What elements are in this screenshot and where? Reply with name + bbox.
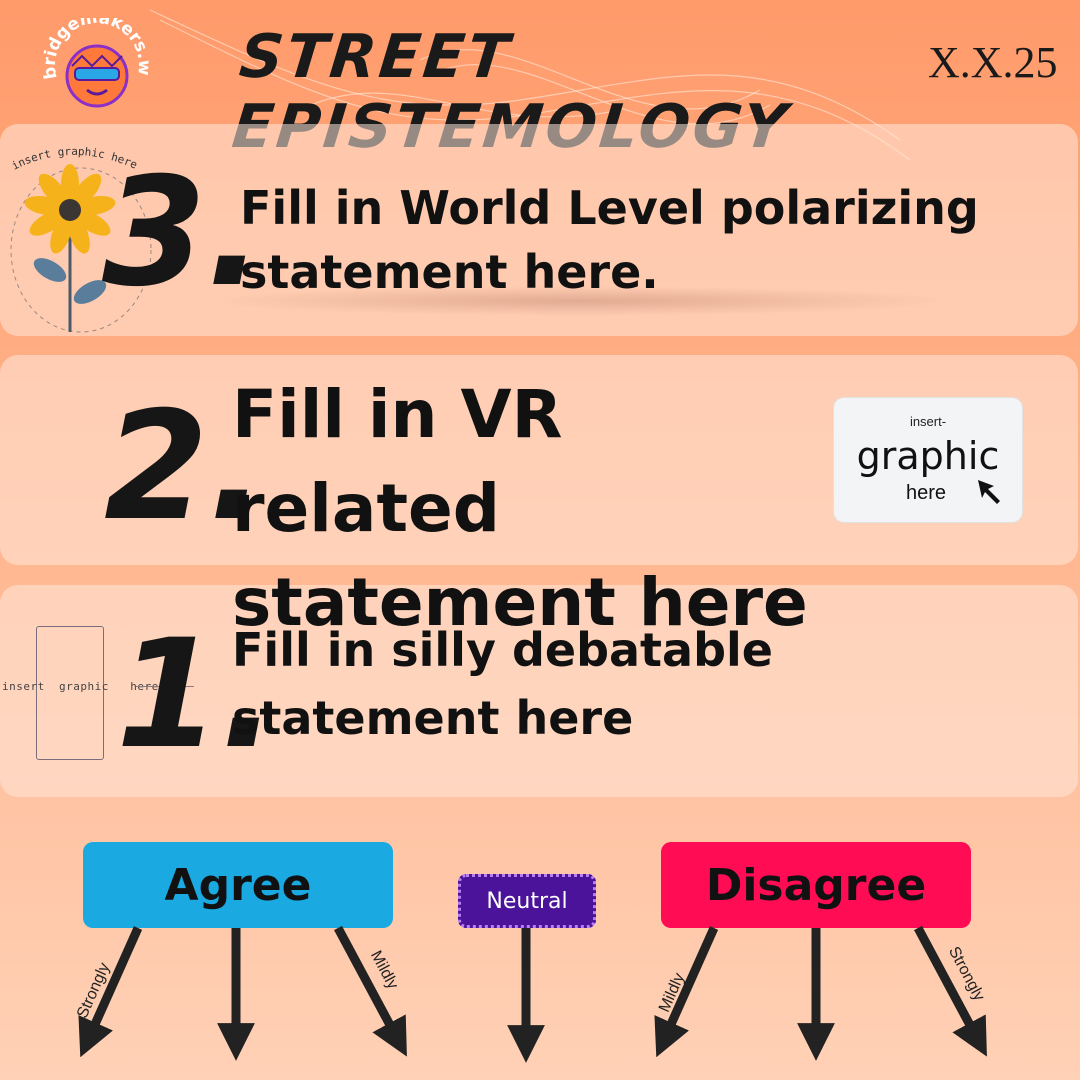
down-arrow-icon	[78, 926, 143, 1058]
statement-card-1	[0, 585, 1078, 797]
statement-text-1: Fill in silly debatable statement here	[232, 623, 773, 745]
placeholder-line	[136, 686, 194, 687]
agree-button[interactable]: Agree	[83, 842, 393, 928]
flower-icon: insert graphic here	[10, 145, 152, 333]
statement-number-1: 1.	[116, 608, 278, 782]
cursor-arrow-icon	[978, 480, 1000, 504]
statement-number-2: 2.	[104, 380, 266, 554]
disagree-button[interactable]: Disagree	[661, 842, 971, 928]
placeholder-label-1: insert graphic here	[2, 680, 159, 693]
bridgemakers-logo: bridgemakers.world	[42, 18, 152, 108]
page-title: STREET EPISTEMOLOGY	[229, 22, 793, 162]
scale-arrows	[78, 925, 987, 1063]
placeholder-insert: insert-	[909, 414, 947, 429]
statement-number-3: 3.	[102, 146, 264, 320]
statement-text-2: Fill in VR related statement here	[232, 376, 808, 641]
graphic-placeholder-2: insert- graphic here	[834, 398, 1022, 522]
statement-text-3: Fill in World Level polarizing statement…	[240, 181, 979, 299]
statement-card-3	[0, 124, 1078, 336]
placeholder-here: here	[906, 482, 947, 504]
date-label: X.X.25	[928, 38, 1058, 87]
down-arrow-icon	[914, 925, 987, 1057]
placeholder-graphic: graphic	[856, 434, 1000, 478]
down-arrow-icon	[654, 926, 719, 1058]
down-arrow-icon	[334, 925, 407, 1057]
graphic-placeholder-1	[36, 626, 104, 760]
neutral-button[interactable]: Neutral	[458, 874, 596, 928]
